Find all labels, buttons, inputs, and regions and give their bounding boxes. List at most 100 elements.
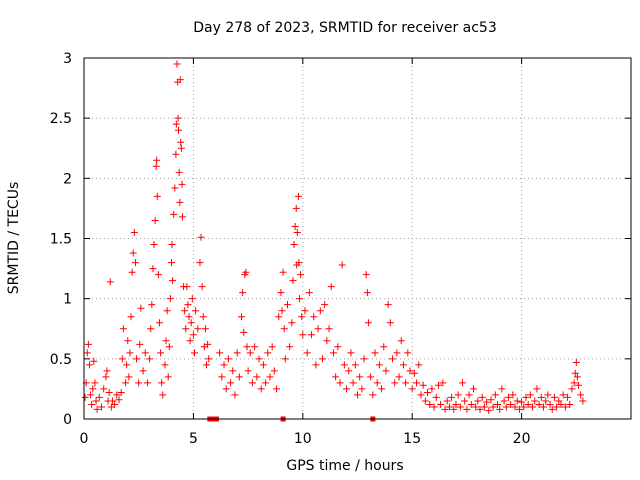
data-point (555, 397, 563, 405)
data-point (389, 355, 397, 363)
y-tick-label: 1 (63, 292, 72, 308)
y-tick-label: 2 (63, 171, 72, 187)
data-point (362, 271, 370, 279)
data-point (296, 295, 304, 303)
data-point (380, 343, 388, 351)
data-point (87, 391, 95, 399)
data-point (305, 289, 313, 297)
data-point (364, 319, 372, 327)
data-point (118, 355, 126, 363)
data-point (363, 289, 371, 297)
y-tick-label: 3 (63, 51, 72, 67)
grid-lines (84, 58, 631, 419)
y-tick-label: 0.5 (50, 352, 72, 368)
data-point (185, 313, 193, 321)
data-point (485, 407, 493, 415)
data-point (100, 385, 108, 393)
data-point (128, 268, 136, 276)
data-point (194, 325, 202, 333)
data-point (111, 401, 119, 409)
data-point (133, 355, 141, 363)
data-point (500, 397, 508, 405)
data-point (351, 361, 359, 369)
data-point (198, 283, 206, 291)
data-point (84, 340, 92, 348)
data-point (480, 403, 488, 411)
data-point (175, 168, 183, 176)
data-point (218, 373, 226, 381)
data-point (148, 301, 156, 309)
data-point (430, 403, 438, 411)
data-point (147, 325, 155, 333)
data-point (204, 340, 212, 348)
data-point (520, 403, 528, 411)
data-point (83, 349, 91, 357)
data-point (89, 385, 97, 393)
data-point (559, 391, 567, 399)
data-point (574, 381, 582, 389)
data-point (177, 138, 185, 146)
data-point (286, 343, 294, 351)
x-tick-label: 5 (189, 431, 198, 447)
data-point (216, 349, 224, 357)
axis-ticks (83, 57, 631, 420)
data-point (310, 313, 318, 321)
data-point (472, 403, 480, 411)
data-point (184, 301, 192, 309)
data-point (544, 391, 552, 399)
data-point (332, 373, 340, 381)
data-point (509, 391, 517, 399)
data-point (439, 379, 447, 387)
data-point (432, 393, 440, 401)
data-point (323, 337, 331, 345)
data-point (259, 361, 267, 369)
data-point (92, 397, 100, 405)
x-tick-label: 0 (80, 431, 89, 447)
data-point (345, 367, 353, 375)
data-point (336, 379, 344, 387)
y-tick-label: 0 (63, 412, 72, 428)
data-point (463, 405, 471, 413)
data-point (227, 379, 235, 387)
data-point (496, 405, 504, 413)
data-point (235, 373, 243, 381)
data-point (224, 355, 232, 363)
data-point (273, 385, 281, 393)
data-point (441, 405, 449, 413)
data-point (571, 369, 579, 377)
data-point (391, 379, 399, 387)
data-point (415, 361, 423, 369)
data-point (279, 268, 287, 276)
data-point (159, 391, 167, 399)
data-point (105, 389, 113, 397)
data-point (371, 349, 379, 357)
data-point (489, 403, 497, 411)
data-point (325, 325, 333, 333)
data-point (386, 319, 394, 327)
y-axis-label: SRMTID / TECUs (6, 182, 22, 295)
data-point (205, 355, 213, 363)
data-point (291, 222, 299, 230)
data-point (293, 228, 301, 236)
data-point (130, 228, 138, 236)
data-point (572, 358, 580, 366)
data-point (557, 401, 565, 409)
data-point (186, 337, 194, 345)
data-point (469, 385, 477, 393)
data-point (566, 401, 574, 409)
data-point (288, 319, 296, 327)
data-point (242, 268, 250, 276)
data-point (476, 405, 484, 413)
data-point (367, 373, 375, 381)
data-point (498, 385, 506, 393)
data-point (504, 393, 512, 401)
data-point (161, 361, 169, 369)
data-point (93, 405, 101, 413)
data-point (280, 325, 288, 333)
data-point (190, 349, 198, 357)
data-point (434, 381, 442, 389)
data-point (452, 401, 460, 409)
data-point (125, 373, 133, 381)
data-point (239, 289, 247, 297)
